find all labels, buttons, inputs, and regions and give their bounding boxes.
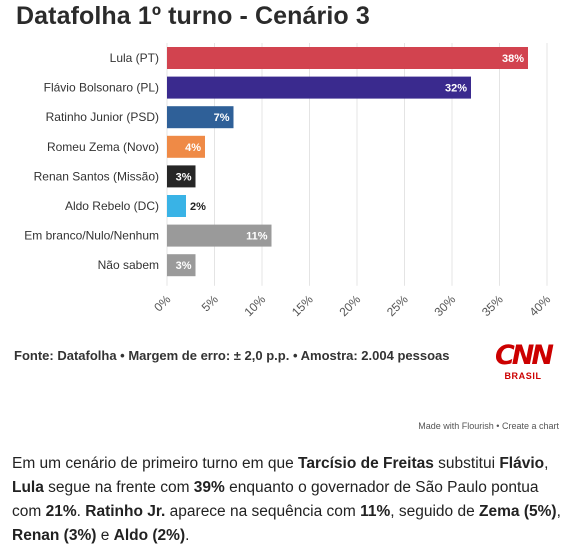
credit-separator: • <box>496 421 500 431</box>
bar[interactable] <box>167 195 186 217</box>
article-caption: Em um cenário de primeiro turno em que T… <box>12 452 568 548</box>
value-label: 2% <box>190 201 206 213</box>
cnn-brasil-logo: CNN BRASIL <box>493 340 554 382</box>
x-tick-label: 30% <box>431 292 458 319</box>
bar[interactable] <box>167 76 471 99</box>
create-chart-link[interactable]: Create a chart <box>501 421 559 431</box>
caption-bold: Renan (3%) <box>12 527 97 544</box>
bar[interactable] <box>167 224 272 247</box>
caption-bold: 21% <box>45 503 77 520</box>
value-label: 11% <box>246 231 268 243</box>
caption-bold: 39% <box>193 479 225 496</box>
x-tick-label: 35% <box>479 292 506 319</box>
x-axis-ticks: 0% 5% 10% 15% 20% 25% 30% 35% 40% <box>151 292 553 319</box>
caption-text: . <box>185 527 190 544</box>
bar[interactable] <box>167 165 196 188</box>
source-note: Fonte: Datafolha • Margem de erro: ± 2,0… <box>14 348 450 363</box>
value-label: 3% <box>176 171 192 183</box>
category-label: Não sabem <box>98 258 159 272</box>
caption-text: segue na frente com <box>43 479 194 496</box>
x-tick-label: 10% <box>241 292 268 319</box>
caption-text: . <box>76 503 86 520</box>
category-label: Ratinho Junior (PSD) <box>46 110 159 124</box>
caption-bold: Tarcísio de Freitas <box>298 455 434 472</box>
bar[interactable] <box>167 47 528 69</box>
bar[interactable] <box>167 135 205 158</box>
x-tick-label: 20% <box>336 292 363 319</box>
bars: Lula (PT) 38% Flávio Bolsonaro (PL) 32% Rati… <box>24 47 528 277</box>
category-label: Flávio Bolsonaro (PL) <box>44 81 159 95</box>
category-label: Lula (PT) <box>110 51 159 65</box>
caption-text: enquanto o governador de São Paulo pontu… <box>12 479 539 520</box>
x-tick-label: 0% <box>151 292 173 314</box>
value-label: 38% <box>502 53 524 65</box>
caption-text: , <box>544 455 549 472</box>
caption-text: e <box>96 527 114 544</box>
caption-bold: 11% <box>360 503 391 520</box>
x-tick-label: 5% <box>199 292 221 314</box>
value-label: 32% <box>445 83 467 95</box>
cnn-logo-subtitle: BRASIL <box>504 371 542 381</box>
bar[interactable] <box>167 254 196 277</box>
caption-bold: Lula <box>12 479 44 496</box>
caption-text: substitui <box>433 455 500 472</box>
caption-text: aparece na sequência com <box>165 503 361 520</box>
caption-text: , seguido de <box>390 503 480 520</box>
x-tick-label: 25% <box>384 292 411 319</box>
cnn-logo-mark: CNN <box>494 340 554 371</box>
category-label: Renan Santos (Missão) <box>34 169 159 183</box>
caption-bold: Zema (5%) <box>479 503 557 520</box>
flourish-credit: Made with Flourish • Create a chart <box>418 421 559 431</box>
value-label: 4% <box>185 142 201 154</box>
category-label: Romeu Zema (Novo) <box>47 140 159 154</box>
x-tick-label: 40% <box>526 292 553 319</box>
caption-bold: Ratinho Jr. <box>85 503 166 520</box>
value-label: 7% <box>214 112 230 124</box>
value-label: 3% <box>176 260 192 272</box>
chart-title: Datafolha 1º turno - Cenário 3 <box>16 2 370 30</box>
made-with-flourish-link[interactable]: Made with Flourish <box>418 421 494 431</box>
caption-text: Em um cenário de primeiro turno em que <box>12 455 299 472</box>
x-tick-label: 15% <box>289 292 316 319</box>
category-label: Em branco/Nulo/Nenhum <box>24 229 159 243</box>
caption-bold: Flávio <box>499 455 545 472</box>
caption-bold: Aldo (2%) <box>113 527 186 544</box>
bar[interactable] <box>167 106 234 129</box>
caption-text: , <box>556 503 561 520</box>
category-label: Aldo Rebelo (DC) <box>65 199 159 213</box>
bar-chart: Lula (PT) 38% Flávio Bolsonaro (PL) 32% Rati… <box>24 43 554 319</box>
